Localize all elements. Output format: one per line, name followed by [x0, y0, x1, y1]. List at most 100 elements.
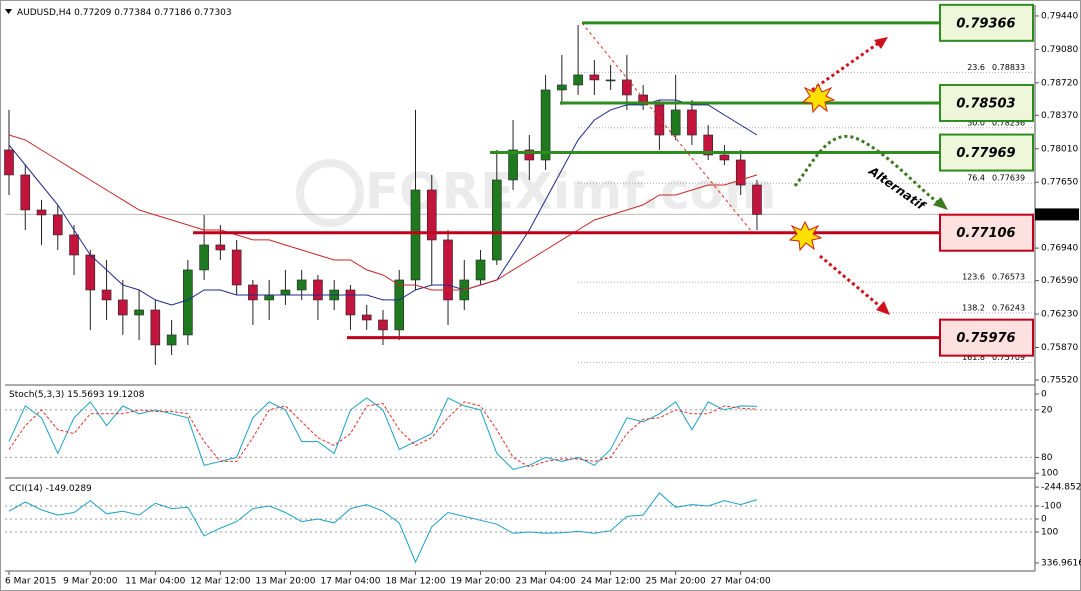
- arrows: [793, 37, 948, 315]
- menu-arrow: [5, 9, 12, 14]
- candle-body: [687, 109, 697, 136]
- y-tick-label: 0.78370: [1041, 111, 1078, 121]
- price-label: 0.77303: [1039, 210, 1076, 220]
- y-tick-label: 0.76940: [1041, 244, 1078, 254]
- candle-body: [134, 309, 144, 316]
- candle-body: [52, 214, 63, 236]
- candle-body: [719, 154, 730, 161]
- candle-body: [394, 279, 405, 331]
- y-tick-label: 336.9616: [1041, 558, 1081, 568]
- y-tick-label: 0: [1041, 514, 1047, 524]
- candle-body: [605, 79, 616, 82]
- signal-value: 19.1208: [107, 390, 144, 400]
- y-tick-label: 0.76590: [1041, 276, 1078, 286]
- fib-ratio: 123.6: [962, 273, 985, 282]
- x-tick-label: 27 Mar 04:00: [711, 577, 771, 587]
- candle-body: [264, 294, 274, 301]
- candle-body: [654, 104, 665, 136]
- candle-body: [280, 289, 291, 296]
- x-tick-label: 24 Mar 12:00: [581, 577, 641, 587]
- level-box: [939, 83, 1034, 122]
- panel-borders: [5, 5, 1036, 572]
- price-box: [1035, 208, 1079, 221]
- moving-average: [8, 99, 758, 306]
- candle-body: [426, 189, 437, 241]
- x-tick-label: 13 Mar 20:00: [255, 577, 315, 587]
- level-label: 0.79366: [956, 16, 1015, 31]
- candle-body: [101, 289, 112, 301]
- candle-body: [410, 189, 421, 281]
- candle-body: [622, 79, 632, 96]
- candle-body: [4, 149, 14, 176]
- arrow-up: [811, 40, 881, 92]
- high: 0.77384: [114, 8, 151, 18]
- level-box: [939, 213, 1034, 252]
- arrow-head: [933, 197, 948, 210]
- candle-body: [573, 74, 583, 86]
- candle-body: [378, 319, 388, 331]
- candle-body: [69, 234, 79, 256]
- x-tick-label: 18 Mar 12:00: [385, 577, 445, 587]
- arrow-down: [819, 254, 883, 310]
- arrow-head: [874, 37, 888, 49]
- candle-body: [703, 134, 713, 156]
- y-tick-label: 20: [1041, 405, 1053, 415]
- candle-body: [735, 159, 746, 186]
- y-tick-label: 0.79440: [1041, 11, 1078, 21]
- candle-body: [183, 269, 193, 336]
- level-label: 0.75976: [956, 331, 1015, 346]
- candle-body: [231, 249, 242, 286]
- arrow-alt: [793, 134, 941, 206]
- watermark-text: FOREXimf.com: [365, 163, 776, 221]
- candle-body: [215, 244, 226, 251]
- candle-body: [491, 179, 502, 261]
- fib-price: 0.77639: [992, 174, 1025, 183]
- x-tick-label: 19 Mar 20:00: [450, 577, 510, 587]
- symbol: AUDUSD,H4: [17, 8, 72, 18]
- indicator-name: Stoch(5,3,3): [9, 390, 64, 400]
- fib-price: 0.76573: [992, 273, 1025, 282]
- x-tick-label: 17 Mar 04:00: [320, 577, 380, 587]
- y-tick-label: 0.79080: [1041, 45, 1078, 55]
- burst: [801, 82, 836, 114]
- level-box: [939, 133, 1034, 172]
- fib-ratio: 161.8: [962, 353, 985, 362]
- y-tick-label: 0: [1041, 390, 1047, 400]
- x-tick-label: 23 Mar 04:00: [516, 577, 576, 587]
- y-tick-label: -100: [1041, 501, 1062, 511]
- level-label: 0.78503: [956, 96, 1015, 111]
- indicator-line: [8, 397, 758, 470]
- level-label: 0.77969: [956, 146, 1015, 161]
- level-label: 0.77106: [956, 226, 1015, 241]
- low: 0.77186: [154, 8, 191, 18]
- candle-body: [313, 279, 323, 301]
- x-tick-label: 11 Mar 04:00: [125, 577, 185, 587]
- candle-body: [118, 299, 128, 316]
- y-tick-label: 0.76230: [1041, 310, 1078, 320]
- y-tick-label: 80: [1041, 453, 1053, 463]
- candle-body: [443, 239, 453, 301]
- y-tick-label: 100: [1041, 469, 1058, 479]
- candle-body: [752, 184, 762, 215]
- open: 0.77209: [74, 8, 111, 18]
- x-tick-label: 6 Mar 2015: [5, 577, 56, 587]
- trend-line: [581, 22, 753, 233]
- cci-header: CCI(14) -149.0289: [9, 484, 92, 494]
- candle-body: [670, 109, 681, 136]
- watermark-logo: [296, 159, 364, 227]
- x-tick-label: 25 Mar 20:00: [646, 577, 706, 587]
- fib-price: 0.78236: [992, 118, 1025, 127]
- level-box: [939, 318, 1034, 357]
- fib-ratio: 50.0: [967, 118, 985, 127]
- moving-average: [8, 134, 758, 291]
- candle-body: [199, 244, 209, 271]
- candle-body: [20, 174, 31, 211]
- candle-body: [36, 209, 47, 216]
- indicator-line: [8, 401, 758, 468]
- fib-price: 0.78833: [992, 63, 1025, 72]
- candle-body: [524, 149, 535, 161]
- y-tick-label: 0.75870: [1041, 343, 1078, 353]
- indicator-line: [8, 492, 758, 564]
- candle-body: [475, 259, 486, 281]
